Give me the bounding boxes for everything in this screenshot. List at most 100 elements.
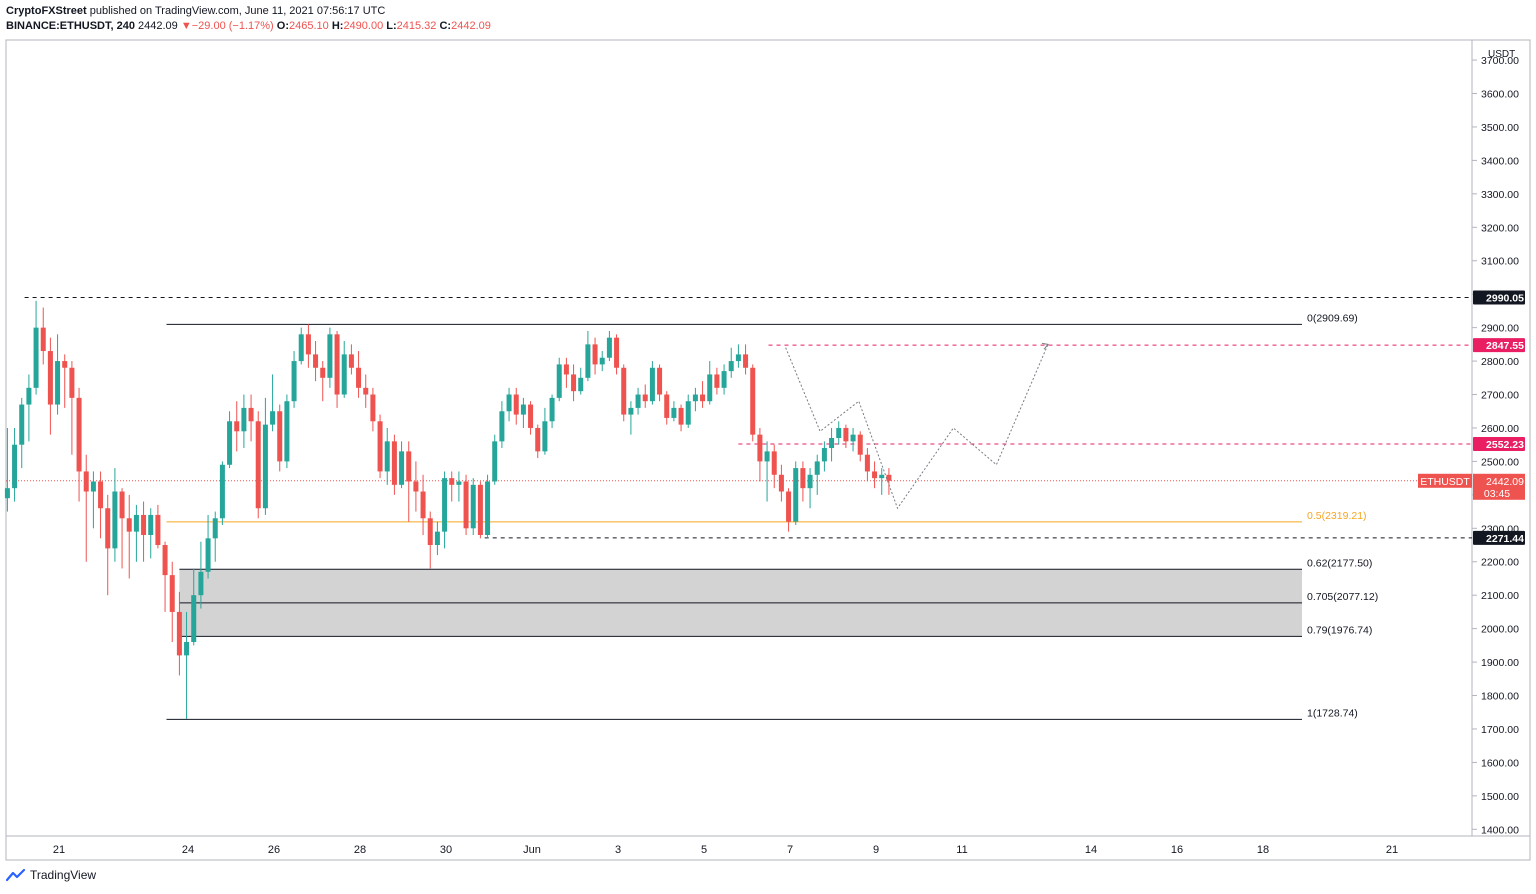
current-price-value: 2442.09 [1486,476,1524,488]
candle-body [334,334,340,395]
candle-body [556,364,562,398]
candle [320,361,326,402]
candle-body [649,367,655,402]
candle [148,508,154,559]
x-tick-label: 18 [1257,844,1269,856]
y-tick-label: 3700.00 [1481,55,1519,67]
candle [821,441,827,472]
candle-body [800,468,806,489]
candle-body [714,374,720,388]
candle-body [219,464,225,519]
publisher-name[interactable]: CryptoFXStreet [6,5,87,17]
candle [771,444,777,489]
candle-body [657,367,663,395]
close-value: 2442.09 [451,20,491,32]
low-value: 2415.32 [396,20,437,32]
currency-label: USDT [1488,49,1515,60]
candle-body [764,451,770,462]
candle-body [778,474,784,492]
candle [33,300,39,395]
symbol-line[interactable]: BINANCE:ETHUSDT, 240 [6,20,135,32]
candle [485,474,491,539]
candle [341,341,347,398]
candle-body [47,351,53,405]
candle-body [628,407,634,415]
candle-body [735,354,741,362]
candle [750,364,756,442]
candle [657,364,663,402]
low-label: L: [386,20,397,32]
y-tick-label: 1500.00 [1481,791,1519,803]
candle-body [578,377,584,392]
candle [277,404,283,472]
candle-body [176,611,182,656]
x-tick-label: Jun [523,844,541,856]
candle-body [234,421,240,432]
chart-header: CryptoFXStreet published on TradingView.… [6,4,1106,36]
candle [721,364,727,395]
candle [313,341,319,382]
candle-body [728,361,734,372]
tradingview-brand: TradingView [30,868,97,882]
candle-body [270,411,276,425]
candle [363,374,369,408]
y-tick-label: 2700.00 [1481,390,1519,402]
y-tick-label: 1600.00 [1481,757,1519,769]
high-value: 2490.00 [343,20,384,32]
candle [248,394,254,442]
candle [477,481,483,539]
candle-body [477,484,483,535]
candle [886,468,892,495]
candle-body [771,451,777,475]
candle [649,361,655,405]
candle-body [678,407,684,425]
open-label: O: [276,20,289,32]
candle [169,561,175,643]
candle-body [592,344,598,365]
candle-body [563,364,569,375]
candle [284,394,290,469]
symbol-badge [1418,473,1472,488]
y-tick-label: 1800.00 [1481,691,1519,703]
candle [535,424,541,459]
candle-body [341,354,347,395]
price-badge [1473,530,1525,545]
candle [664,391,670,425]
candle-body [33,327,39,388]
candle-body [499,411,505,442]
candle-body [442,478,448,532]
candle [198,541,204,609]
candle-body [642,394,648,402]
candle-body [786,491,792,522]
candle-body [399,451,405,485]
candle-body [119,491,125,519]
candle-body [391,441,397,485]
x-tick-label: 28 [354,844,366,856]
candle [520,397,526,428]
candle-body [255,421,261,509]
tradingview-footer[interactable]: TradingView [6,868,96,882]
candle-body [513,394,519,415]
candle [764,441,770,502]
candle [800,461,806,502]
price-badge [1473,436,1525,451]
candle [449,471,455,502]
candle [678,404,684,432]
candle-body [262,424,268,509]
candle [692,387,698,412]
candle-body [83,471,89,492]
candle-body [133,514,139,532]
y-tick-label: 2500.00 [1481,456,1519,468]
candle [19,397,25,469]
candle-body [212,518,218,539]
price-badge-label: 2552.23 [1486,439,1524,451]
price-change: −29.00 (−1.17%) [191,20,274,32]
candle [4,427,10,512]
candle [12,427,18,502]
candle [162,541,168,612]
candle-body [434,531,440,546]
candle-body [141,514,147,535]
y-tick-label: 2900.00 [1481,323,1519,335]
candle [377,414,383,479]
